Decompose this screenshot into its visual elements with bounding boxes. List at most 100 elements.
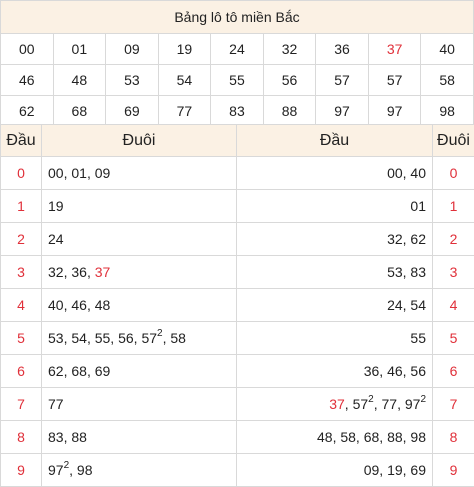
loto-number-value: 37 bbox=[329, 396, 345, 412]
number-cell: 46 bbox=[1, 65, 54, 96]
repeat-count: 2 bbox=[157, 328, 163, 339]
loto-number: 572 bbox=[353, 396, 374, 412]
loto-number-value: 98 bbox=[410, 429, 426, 445]
loto-number: 24 bbox=[387, 297, 403, 313]
dau-cell-left: 6 bbox=[1, 355, 42, 388]
duoi-cell-right: 8 bbox=[433, 421, 474, 454]
loto-number: 83 bbox=[410, 264, 426, 280]
loto-number: 36 bbox=[71, 264, 87, 280]
loto-number-value: 68 bbox=[71, 363, 87, 379]
dau-cell-left: 0 bbox=[1, 157, 42, 190]
loto-number-value: 54 bbox=[410, 297, 426, 313]
loto-number-value: 57 bbox=[353, 396, 369, 412]
loto-number-value: 37 bbox=[95, 264, 111, 280]
dau-list-right: 01 bbox=[237, 190, 433, 223]
number-cell: 97 bbox=[316, 96, 369, 127]
header-dau-right: Đầu bbox=[237, 125, 433, 157]
loto-number: 68 bbox=[364, 429, 380, 445]
duoi-cell-right: 6 bbox=[433, 355, 474, 388]
loto-number: 46 bbox=[387, 363, 403, 379]
loto-number-value: 77 bbox=[382, 396, 398, 412]
loto-number-value: 09 bbox=[364, 462, 380, 478]
dau-cell-left: 8 bbox=[1, 421, 42, 454]
dau-list-right: 55 bbox=[237, 322, 433, 355]
duoi-cell-right: 0 bbox=[433, 157, 474, 190]
duoi-cell-right: 2 bbox=[433, 223, 474, 256]
number-cell: 55 bbox=[211, 65, 264, 96]
loto-number-value: 19 bbox=[48, 198, 64, 214]
loto-number: 62 bbox=[48, 363, 64, 379]
loto-number-value: 53 bbox=[48, 330, 64, 346]
duoi-cell-left: 19 bbox=[42, 190, 237, 223]
duoi-cell-right: 9 bbox=[433, 454, 474, 487]
loto-number-value: 68 bbox=[364, 429, 380, 445]
duoi-cell-left: 53, 54, 55, 56, 572, 58 bbox=[42, 322, 237, 355]
loto-number-value: 00 bbox=[48, 165, 64, 181]
duoi-cell-right: 5 bbox=[433, 322, 474, 355]
dau-cell-left: 4 bbox=[1, 289, 42, 322]
duoi-cell-left: 24 bbox=[42, 223, 237, 256]
dau-list-right: 32, 62 bbox=[237, 223, 433, 256]
loto-number: 88 bbox=[387, 429, 403, 445]
loto-number-value: 69 bbox=[410, 462, 426, 478]
loto-number-value: 83 bbox=[410, 264, 426, 280]
loto-number: 56 bbox=[410, 363, 426, 379]
number-cell: 57 bbox=[316, 65, 369, 96]
loto-number-value: 48 bbox=[95, 297, 111, 313]
loto-number: 01 bbox=[71, 165, 87, 181]
number-cell: 19 bbox=[158, 34, 211, 65]
number-cell: 77 bbox=[158, 96, 211, 127]
dau-cell-left: 1 bbox=[1, 190, 42, 223]
number-cell: 88 bbox=[263, 96, 316, 127]
loto-number: 54 bbox=[410, 297, 426, 313]
loto-number-value: 32 bbox=[387, 231, 403, 247]
loto-number: 98 bbox=[77, 462, 93, 478]
number-cell: 97 bbox=[368, 96, 421, 127]
number-cell: 00 bbox=[1, 34, 54, 65]
dau-cell-left: 7 bbox=[1, 388, 42, 421]
number-cell: 53 bbox=[106, 65, 159, 96]
loto-number-value: 98 bbox=[77, 462, 93, 478]
number-cell: 32 bbox=[263, 34, 316, 65]
number-cell: 69 bbox=[106, 96, 159, 127]
loto-number-value: 36 bbox=[71, 264, 87, 280]
dau-cell-left: 5 bbox=[1, 322, 42, 355]
loto-number: 00 bbox=[48, 165, 64, 181]
number-cell: 56 bbox=[263, 65, 316, 96]
loto-number: 972 bbox=[48, 462, 69, 478]
loto-number: 40 bbox=[48, 297, 64, 313]
duoi-cell-right: 3 bbox=[433, 256, 474, 289]
loto-number-value: 97 bbox=[48, 462, 64, 478]
loto-number-value: 19 bbox=[387, 462, 403, 478]
loto-number: 58 bbox=[170, 330, 186, 346]
duoi-cell-left: 62, 68, 69 bbox=[42, 355, 237, 388]
loto-number: 55 bbox=[95, 330, 111, 346]
duoi-cell-left: 32, 36, 37 bbox=[42, 256, 237, 289]
loto-number-value: 53 bbox=[387, 264, 403, 280]
dau-list-right: 09, 19, 69 bbox=[237, 454, 433, 487]
duoi-cell-right: 1 bbox=[433, 190, 474, 223]
loto-number: 36 bbox=[364, 363, 380, 379]
loto-number: 46 bbox=[71, 297, 87, 313]
loto-number-value: 40 bbox=[48, 297, 64, 313]
loto-number-value: 58 bbox=[340, 429, 356, 445]
repeat-count: 2 bbox=[64, 460, 70, 471]
loto-number: 54 bbox=[71, 330, 87, 346]
loto-number: 58 bbox=[340, 429, 356, 445]
loto-number-value: 01 bbox=[71, 165, 87, 181]
duoi-cell-left: 972, 98 bbox=[42, 454, 237, 487]
dau-list-right: 36, 46, 56 bbox=[237, 355, 433, 388]
loto-number: 37 bbox=[95, 264, 111, 280]
loto-number-value: 55 bbox=[410, 330, 426, 346]
number-cell: 58 bbox=[421, 65, 474, 96]
loto-number-value: 40 bbox=[410, 165, 426, 181]
